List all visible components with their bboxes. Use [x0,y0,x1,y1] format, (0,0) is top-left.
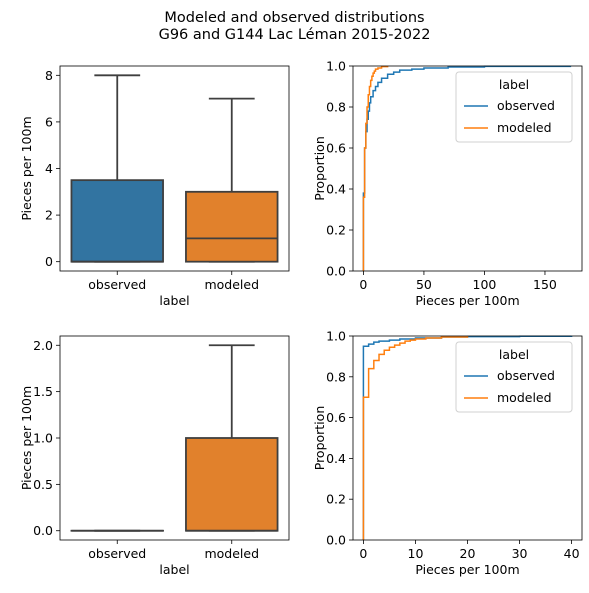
legend-title: label [499,77,529,92]
y-tick-label: 6 [45,114,53,129]
y-tick-label: 0.2 [326,492,346,507]
ecdf-panel: 0.0 0.2 0.4 0.6 0.8 1.0 Proportion Pieces per 1… [312,329,583,577]
series-line-modeled [362,336,469,540]
legend: label observed modeled [455,71,573,143]
legend-label-observed: observed [497,98,555,113]
plot-frame [59,65,290,272]
box-modeled [185,344,279,532]
x-tick-label: 0 [359,546,367,561]
figure-title-line2: G96 and G144 Lac Léman 2015-2022 [159,27,431,43]
x-axis-label: label [159,562,189,577]
legend-frame [455,341,573,413]
series-line-observed [362,65,572,271]
x-axis-label: Pieces per 100m [415,562,519,577]
y-tick-label: 0.8 [326,369,346,384]
x-tick-label: 40 [564,546,580,561]
box-body [70,179,164,263]
y-tick-label: 0.2 [326,223,346,238]
y-tick-label: 0.0 [33,523,53,538]
x-tick-label: 30 [512,546,528,561]
y-tick-label: 0.0 [326,264,346,279]
y-tick-label: 0.6 [326,141,346,156]
plot-frame [352,65,583,272]
x-tick-label: 0 [359,277,367,292]
y-axis-label: Proportion [312,136,327,201]
figure-title-line1: Modeled and observed distributions [164,10,424,26]
y-axis-label: Pieces per 100m [19,386,34,490]
y-tick-label: 1.0 [33,431,53,446]
legend-title: label [499,347,529,362]
y-tick-label: 0.0 [326,533,346,548]
y-tick-label: 2.0 [33,338,53,353]
plot-frame [59,335,290,541]
y-tick-label: 2 [45,208,53,223]
x-tick-label: 10 [408,546,424,561]
legend-frame [455,71,573,143]
x-axis-label: label [159,293,189,308]
box-body [185,437,279,532]
y-tick-label: 0.6 [326,410,346,425]
series-line-observed [362,335,573,540]
panels: 0 2 4 6 8 Pieces per 100m label observed modeled… [19,59,583,577]
box-plot-panel: 0.0 0.5 1.0 1.5 2.0 Pieces per 100m label obser… [19,335,290,577]
x-tick-label: observed [88,546,146,561]
y-tick-label: 0.5 [33,477,53,492]
y-tick-label: 1.5 [33,384,53,399]
plot-frame [352,335,583,541]
x-axis-label: Pieces per 100m [415,293,519,308]
x-tick-label: 50 [416,277,432,292]
y-tick-label: 0 [45,254,53,269]
box-plot-panel: 0 2 4 6 8 Pieces per 100m label observed modeled [19,65,290,308]
y-tick-label: 0.4 [326,451,346,466]
x-tick-label: modeled [204,546,259,561]
box-body [185,190,279,263]
x-tick-label: 100 [473,277,497,292]
y-tick-label: 4 [45,161,53,176]
y-tick-label: 0.8 [326,100,346,115]
x-tick-label: modeled [204,277,259,292]
box-modeled [185,97,279,263]
y-tick-label: 8 [45,68,53,83]
x-tick-label: observed [88,277,146,292]
ecdf-panel: 0.0 0.2 0.4 0.6 0.8 1.0 Proportion Pieces per 1… [312,59,583,308]
y-axis-label: Proportion [312,406,327,471]
box-observed [70,74,164,263]
legend-label-modeled: modeled [497,390,552,405]
y-tick-label: 1.0 [326,59,346,74]
legend: label observed modeled [455,341,573,413]
series-line-modeled [362,65,389,271]
x-tick-label: 20 [460,546,476,561]
legend-label-observed: observed [497,368,555,383]
y-tick-label: 1.0 [326,329,346,344]
x-tick-label: 150 [533,277,557,292]
y-axis-label: Pieces per 100m [19,116,34,220]
y-tick-label: 0.4 [326,182,346,197]
legend-label-modeled: modeled [497,120,552,135]
